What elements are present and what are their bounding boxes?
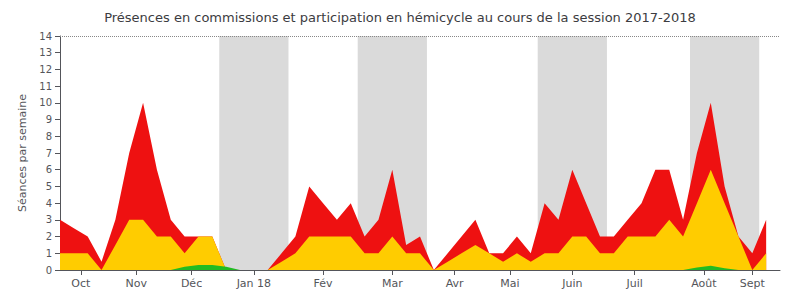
svg-text:Déc: Déc — [181, 277, 202, 290]
svg-text:1: 1 — [46, 248, 52, 259]
svg-text:Juin: Juin — [561, 277, 582, 290]
svg-text:Jan 18: Jan 18 — [236, 277, 271, 290]
svg-text:7: 7 — [46, 148, 52, 159]
svg-text:Mar: Mar — [382, 277, 403, 290]
svg-text:9: 9 — [46, 114, 52, 125]
svg-text:Présences en commissions et pa: Présences en commissions et participatio… — [104, 10, 696, 25]
svg-text:Nov: Nov — [125, 277, 147, 290]
svg-text:14: 14 — [39, 31, 52, 42]
svg-text:Oct: Oct — [71, 277, 91, 290]
svg-text:Août: Août — [691, 277, 717, 290]
svg-text:Sept: Sept — [740, 277, 766, 290]
svg-text:12: 12 — [39, 64, 52, 75]
svg-text:2: 2 — [46, 231, 52, 242]
svg-text:Fév: Fév — [314, 277, 333, 290]
svg-text:Juil: Juil — [625, 277, 642, 290]
svg-text:4: 4 — [46, 198, 52, 209]
svg-text:11: 11 — [39, 81, 52, 92]
svg-text:6: 6 — [46, 164, 52, 175]
svg-text:3: 3 — [46, 214, 52, 225]
svg-text:Séances par semaine: Séances par semaine — [16, 94, 29, 212]
svg-text:13: 13 — [39, 47, 52, 58]
svg-text:0: 0 — [46, 265, 52, 276]
svg-text:5: 5 — [46, 181, 52, 192]
svg-text:Mai: Mai — [500, 277, 519, 290]
svg-text:Avr: Avr — [446, 277, 464, 290]
svg-text:10: 10 — [39, 97, 52, 108]
svg-text:8: 8 — [46, 131, 52, 142]
